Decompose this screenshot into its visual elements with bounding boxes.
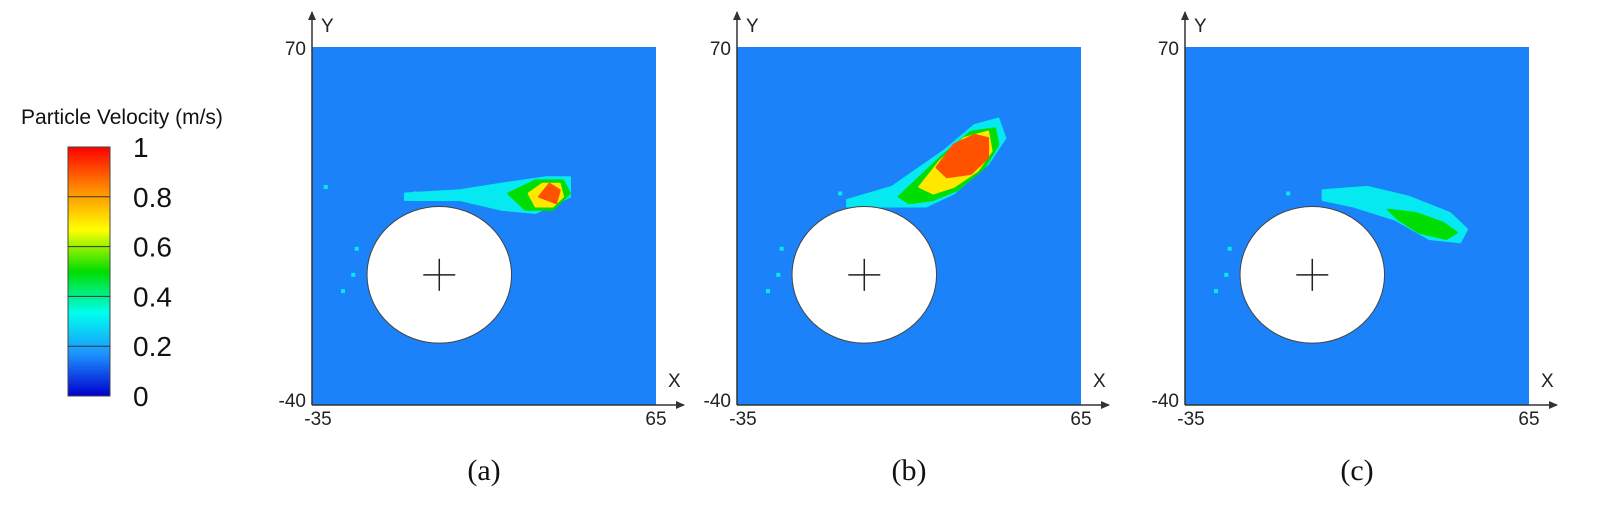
contour-region — [538, 182, 561, 205]
contour-region — [1387, 208, 1458, 240]
colorbar-tick-label: 0.8 — [133, 182, 172, 213]
colorbar-tick-label: 1 — [133, 132, 149, 163]
x-axis-label: X — [668, 371, 681, 392]
y-tick-label: -40 — [279, 391, 306, 412]
speckle — [1227, 246, 1232, 251]
speckle — [1286, 191, 1291, 196]
panel-label: (b) — [892, 454, 927, 487]
colorbar-tick-label: 0.6 — [133, 232, 172, 263]
speckle — [351, 272, 356, 277]
y-tick-label: 70 — [710, 39, 731, 60]
speckle — [779, 246, 784, 251]
x-axis-label: X — [1541, 371, 1554, 392]
speckle — [323, 184, 328, 189]
x-tick-label: -35 — [729, 409, 756, 430]
x-tick-label: 65 — [1518, 409, 1539, 430]
colorbar-tick-label: 0.2 — [133, 331, 172, 362]
speckle — [354, 246, 359, 251]
colorbar: Particle Velocity (m/s) 1 0.8 0.6 0.4 0.2 0 — [21, 106, 223, 412]
contour-region — [935, 133, 990, 179]
y-axis-label: Y — [746, 16, 759, 37]
panel-label: (c) — [1340, 454, 1373, 487]
y-tick-label: 70 — [285, 39, 306, 60]
speckle — [1213, 289, 1218, 294]
speckle — [1224, 272, 1229, 277]
x-axis-label: X — [1093, 371, 1106, 392]
colorbar-ticks: 1 0.8 0.6 0.4 0.2 0 — [68, 132, 172, 412]
x-tick-label: -35 — [1177, 409, 1204, 430]
colorbar-title: Particle Velocity (m/s) — [21, 106, 223, 129]
panel-c: Y X 70 -40-35 65 (c) — [1152, 11, 1558, 487]
colorbar-tick-label: 0 — [133, 381, 149, 412]
speckle — [838, 191, 843, 196]
colorbar-tick-label: 0.4 — [133, 281, 172, 312]
y-axis-label: Y — [321, 16, 334, 37]
x-tick-label: -35 — [304, 409, 331, 430]
y-tick-label: -40 — [1152, 391, 1179, 412]
speckle — [340, 289, 345, 294]
y-axis-label: Y — [1194, 16, 1207, 37]
contour-regions — [323, 176, 571, 294]
x-tick-label: 65 — [1070, 409, 1091, 430]
speckle — [776, 272, 781, 277]
y-tick-label: 70 — [1158, 39, 1179, 60]
x-tick-label: 65 — [645, 409, 666, 430]
y-tick-label: -40 — [704, 391, 731, 412]
speckle — [413, 191, 418, 196]
panel-a: Y X 70 -40-35 65 (a) — [279, 11, 685, 487]
contour-regions — [1213, 185, 1469, 294]
panel-b: Y X 70 -40-35 65 (b) — [704, 11, 1110, 487]
panel-label: (a) — [467, 454, 500, 487]
contour-regions — [765, 117, 1007, 294]
colorbar-gradient — [67, 146, 111, 397]
speckle — [765, 289, 770, 294]
